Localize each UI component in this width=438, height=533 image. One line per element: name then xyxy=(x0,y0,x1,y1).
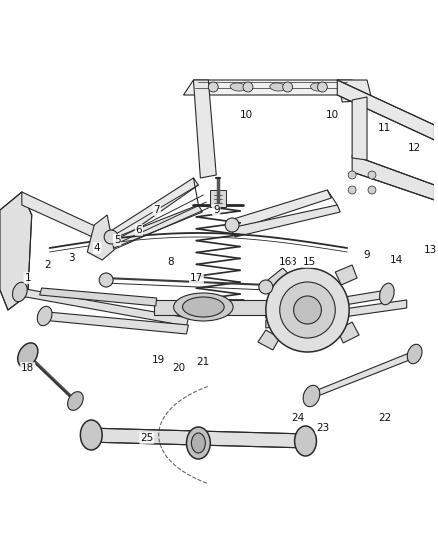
Polygon shape xyxy=(109,205,202,248)
Ellipse shape xyxy=(303,385,320,407)
Polygon shape xyxy=(87,428,307,448)
Text: 22: 22 xyxy=(378,413,392,423)
Text: 5: 5 xyxy=(114,235,120,245)
Ellipse shape xyxy=(37,306,52,326)
Ellipse shape xyxy=(191,433,205,453)
Circle shape xyxy=(208,82,218,92)
Text: 19: 19 xyxy=(152,355,165,365)
Polygon shape xyxy=(15,288,188,326)
Text: 15: 15 xyxy=(303,257,316,267)
Text: 11: 11 xyxy=(378,123,392,133)
Text: 17: 17 xyxy=(190,273,203,283)
Polygon shape xyxy=(194,80,216,178)
Ellipse shape xyxy=(270,83,286,91)
Ellipse shape xyxy=(183,297,224,317)
Ellipse shape xyxy=(230,83,246,91)
Circle shape xyxy=(266,268,349,352)
Text: 16: 16 xyxy=(279,257,292,267)
Text: 18: 18 xyxy=(21,363,35,373)
Circle shape xyxy=(243,82,253,92)
Polygon shape xyxy=(109,178,198,242)
Polygon shape xyxy=(337,80,434,140)
Circle shape xyxy=(368,171,376,179)
Polygon shape xyxy=(335,265,357,285)
Ellipse shape xyxy=(295,426,316,456)
Polygon shape xyxy=(337,322,359,343)
Text: 9: 9 xyxy=(213,205,219,215)
Text: 10: 10 xyxy=(326,110,339,120)
Ellipse shape xyxy=(380,283,394,305)
Text: 3: 3 xyxy=(68,253,75,263)
Circle shape xyxy=(348,186,356,194)
Text: 2: 2 xyxy=(44,260,51,270)
Ellipse shape xyxy=(173,293,233,321)
Polygon shape xyxy=(337,80,372,102)
Polygon shape xyxy=(266,290,387,318)
Ellipse shape xyxy=(407,344,422,364)
Circle shape xyxy=(293,296,321,324)
Polygon shape xyxy=(266,300,407,328)
Polygon shape xyxy=(268,268,293,292)
Ellipse shape xyxy=(187,427,210,459)
Text: 24: 24 xyxy=(291,413,304,423)
Text: 1: 1 xyxy=(25,273,31,283)
Text: 21: 21 xyxy=(197,357,210,367)
Polygon shape xyxy=(0,192,32,310)
Polygon shape xyxy=(154,300,268,315)
Polygon shape xyxy=(352,97,367,160)
Circle shape xyxy=(99,273,113,287)
Text: 23: 23 xyxy=(316,423,329,433)
Text: 12: 12 xyxy=(408,143,421,153)
Ellipse shape xyxy=(13,282,27,302)
Polygon shape xyxy=(40,288,157,306)
Ellipse shape xyxy=(80,420,102,450)
Polygon shape xyxy=(230,190,331,230)
Text: 10: 10 xyxy=(240,110,253,120)
Polygon shape xyxy=(184,80,362,95)
Circle shape xyxy=(259,280,273,294)
Polygon shape xyxy=(258,330,280,350)
Circle shape xyxy=(104,230,118,244)
Polygon shape xyxy=(352,155,434,200)
Ellipse shape xyxy=(18,343,38,367)
Circle shape xyxy=(348,171,356,179)
Text: 14: 14 xyxy=(390,255,403,265)
Polygon shape xyxy=(22,192,99,240)
Polygon shape xyxy=(230,205,340,237)
Text: 9: 9 xyxy=(364,250,371,260)
Polygon shape xyxy=(87,215,114,260)
Circle shape xyxy=(283,82,293,92)
Text: 13: 13 xyxy=(424,245,437,255)
Text: 20: 20 xyxy=(172,363,185,373)
Ellipse shape xyxy=(311,83,325,91)
Circle shape xyxy=(368,186,376,194)
Ellipse shape xyxy=(67,392,83,410)
Text: 25: 25 xyxy=(140,433,153,443)
Text: 8: 8 xyxy=(167,257,174,267)
Polygon shape xyxy=(42,312,188,334)
Polygon shape xyxy=(307,350,417,400)
Polygon shape xyxy=(210,190,226,207)
Text: 4: 4 xyxy=(94,243,101,253)
Circle shape xyxy=(318,82,327,92)
Circle shape xyxy=(280,282,335,338)
Circle shape xyxy=(225,218,239,232)
Text: 8: 8 xyxy=(290,257,296,267)
Text: 7: 7 xyxy=(153,205,160,215)
Polygon shape xyxy=(268,293,307,307)
Text: 6: 6 xyxy=(135,225,142,235)
